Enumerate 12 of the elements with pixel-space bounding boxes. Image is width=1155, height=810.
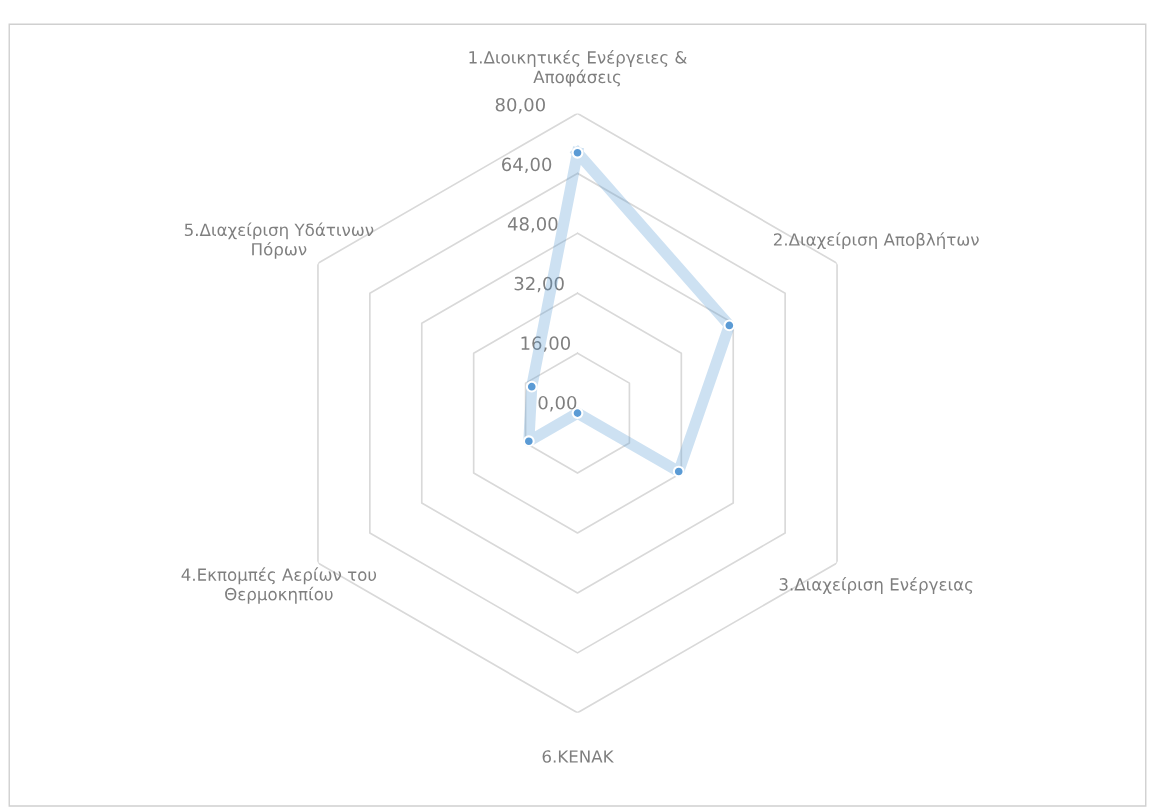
spoke-label: 6.ΚΕΝΑΚ <box>542 750 614 763</box>
y-tick-label: 16,00 <box>521 336 571 352</box>
spoke-label: 2.Διαχείριση Αποβλήτων <box>773 232 979 250</box>
y-tick-label: 48,00 <box>507 217 558 233</box>
y-tick-label: 32,00 <box>514 276 564 293</box>
y-tick-label: 0,00 <box>538 395 577 412</box>
spoke-label: 1.Διοικητικές Ενέργειες & Αποφάσεις <box>469 50 687 87</box>
y-tick-label: 80,00 <box>495 97 545 114</box>
spoke-label: 4.Εκπομπές Αερίων του Θερμοκηπίου <box>181 567 377 604</box>
spoke-label: 5.Διαχείριση Υδάτινων Πόρων <box>184 222 374 259</box>
spoke-label: 3.Διαχείριση Ενέργειας <box>779 577 973 594</box>
y-tick-label: 64,00 <box>502 157 552 173</box>
